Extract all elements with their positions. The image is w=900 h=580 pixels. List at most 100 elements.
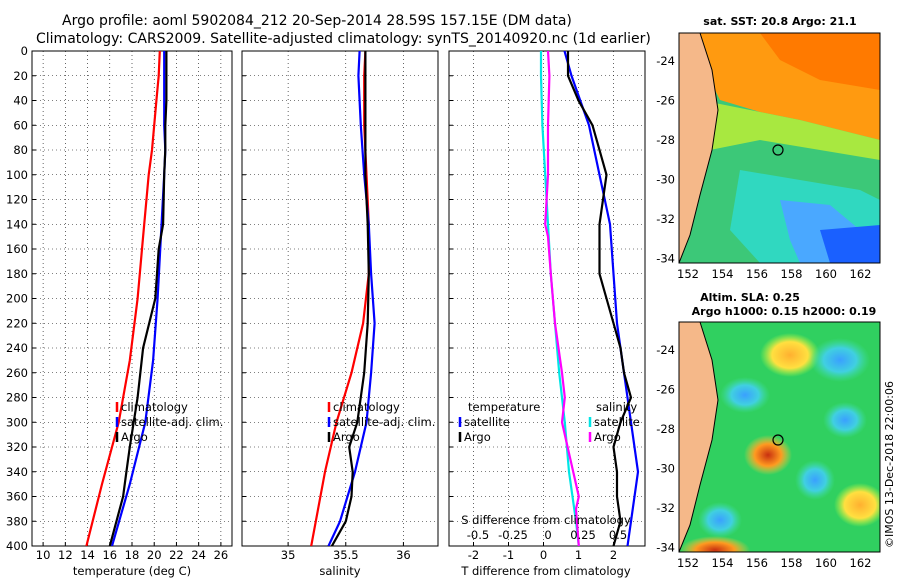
difference-tick-labels: -2 -1 0 1 2 (468, 548, 617, 562)
depth-tick-label: 140 (6, 217, 28, 231)
x-tick-label: 35 (281, 548, 296, 562)
sla-map-lat-labels: -24 -26 -28 -30 -32 -34 (656, 343, 675, 555)
lat-label: -28 (656, 422, 675, 436)
argo-location-marker-sla (772, 434, 784, 446)
temperature-grid (32, 50, 232, 547)
lat-label: -34 (656, 252, 675, 266)
s-tick-label: -0.5 (467, 528, 489, 542)
depth-tick-label: 240 (6, 341, 28, 355)
depth-tick-label: 260 (6, 366, 28, 380)
sla-map-lon-labels: 152 154 156 158 160 162 (677, 556, 871, 570)
lon-label: 162 (850, 267, 872, 281)
x-tick-label: 12 (58, 548, 73, 562)
x-tick-label: -1 (503, 548, 514, 562)
difference-legend: temperaturesatelliteArgosalinitysatellit… (458, 400, 640, 444)
lon-label: 158 (781, 267, 803, 281)
lat-label: -24 (656, 343, 675, 357)
sst-map-lon-labels: 152 154 156 158 160 162 (677, 267, 871, 281)
x-tick-label: 16 (102, 548, 117, 562)
salinity-grid (242, 50, 438, 547)
difference-lines (539, 51, 640, 546)
x-tick-label: 20 (147, 548, 162, 562)
s-tick-label: 0.5 (609, 528, 627, 542)
lon-label: 160 (815, 267, 837, 281)
title-line-1: Argo profile: aoml 5902084_212 20-Sep-20… (62, 13, 572, 29)
depth-tick-label: 320 (6, 440, 28, 454)
s-difference-tick-labels: -0.5 -0.25 0 0.25 0.5 (467, 528, 627, 542)
x-tick-label: 22 (169, 548, 184, 562)
sst-map: sat. SST: 20.8 Argo: 21.1 152 154 156 158 16… (656, 15, 881, 281)
series-line-climatology (310, 51, 370, 546)
legend-label: temperature (468, 400, 540, 414)
depth-tick-label: 380 (6, 514, 28, 528)
salinity-lines (310, 51, 376, 546)
temperature-panel: 0 20 40 60 80 100 120 140 160 180 200 220 240 260 280 3… (6, 44, 233, 578)
series-line-temperature-argo (566, 51, 633, 546)
legend-label: climatology (333, 400, 400, 414)
x-tick-label: 0 (540, 548, 547, 562)
legend-label: Argo (594, 430, 621, 444)
depth-tick-label: 100 (6, 168, 28, 182)
series-line-salinity-argo (544, 51, 580, 546)
lat-label: -26 (656, 94, 675, 108)
legend-label: satellite-adj. clim. (121, 415, 223, 429)
depth-tick-label: 60 (13, 118, 28, 132)
sla-map: Altim. SLA: 0.25 Argo h1000: 0.15 h2000:… (656, 291, 881, 570)
depth-tick-label: 300 (6, 415, 28, 429)
lat-label: -32 (656, 501, 675, 515)
lon-label: 160 (815, 556, 837, 570)
legend-label: climatology (121, 400, 188, 414)
series-line-argo (330, 51, 370, 546)
legend-label: satellite-adj. clim. (333, 415, 435, 429)
legend-label: salinity (596, 400, 637, 414)
argo-location-marker (772, 144, 784, 156)
x-tick-label: 10 (36, 548, 51, 562)
lon-label: 156 (746, 267, 768, 281)
lat-label: -30 (656, 173, 675, 187)
difference-panel: -2 -1 0 1 2 T difference from climatology S … (448, 50, 646, 578)
lat-label: -26 (656, 383, 675, 397)
depth-tick-label: 0 (21, 44, 28, 58)
x-tick-label: -2 (468, 548, 479, 562)
depth-tick-label: 120 (6, 193, 28, 207)
lat-label: -28 (656, 133, 675, 147)
x-tick-label: 14 (80, 548, 95, 562)
x-tick-label: 35.5 (333, 548, 359, 562)
salinity-tick-labels: 35 35.5 36 (281, 548, 411, 562)
legend-label: Argo (464, 430, 491, 444)
series-line-argo (108, 51, 168, 546)
depth-tick-label: 340 (6, 465, 28, 479)
lon-label: 162 (850, 556, 872, 570)
sla-map-image (679, 322, 880, 552)
lon-label: 154 (712, 556, 734, 570)
salinity-panel: 35 35.5 36 salinity climatologysatellite-a… (241, 50, 439, 578)
x-tick-label: 18 (125, 548, 140, 562)
x-tick-label: 24 (191, 548, 206, 562)
depth-tick-label: 40 (13, 94, 28, 108)
salinity-axes (241, 50, 439, 547)
depth-tick-label: 220 (6, 316, 28, 330)
salinity-xlabel: salinity (319, 564, 360, 578)
lon-label: 158 (781, 556, 803, 570)
watermark: ©IMOS 13-Dec-2018 22:00:06 (883, 381, 896, 548)
lon-label: 152 (677, 267, 699, 281)
sla-map-title-1: Altim. SLA: 0.25 (700, 291, 800, 304)
x-tick-label: 1 (575, 548, 582, 562)
depth-tick-label: 200 (6, 292, 28, 306)
legend-label: Argo (333, 430, 360, 444)
series-line-temperature-satellite (563, 51, 640, 546)
lat-label: -30 (656, 462, 675, 476)
s-tick-label: 0 (544, 528, 551, 542)
depth-tick-label: 20 (13, 69, 28, 83)
lat-label: -34 (656, 541, 675, 555)
depth-tick-label: 280 (6, 391, 28, 405)
title-line-2: Climatology: CARS2009. Satellite-adjuste… (36, 31, 651, 47)
depth-tick-label: 180 (6, 267, 28, 281)
s-tick-label: -0.25 (498, 528, 528, 542)
s-difference-label: S difference from climatology (461, 513, 631, 527)
depth-tick-label: 160 (6, 242, 28, 256)
x-tick-label: 36 (396, 548, 411, 562)
